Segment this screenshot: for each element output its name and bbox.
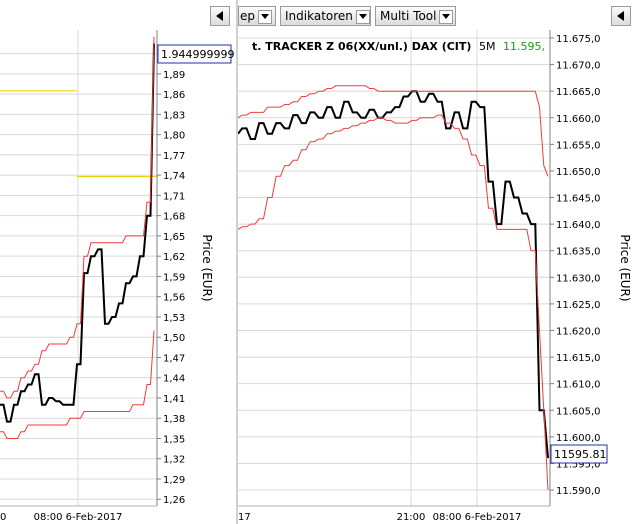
y-tick-label-1-15: 11.600,0 bbox=[556, 433, 601, 444]
right-last-value-label: 11595.81 bbox=[554, 448, 607, 461]
y-tick-label-0-8: 1,68 bbox=[163, 212, 185, 223]
y-tick-label-1-1: 11.670,0 bbox=[556, 61, 601, 72]
right-x-label-2: 08:00 6-Feb-2017 bbox=[433, 512, 522, 523]
y-tick-label-0-13: 1,53 bbox=[163, 313, 185, 324]
y-tick-label-1-16: 11.595,0 bbox=[556, 459, 601, 470]
y-tick-label-1-17: 11.590,0 bbox=[556, 486, 601, 497]
y-tick-label-0-18: 1,38 bbox=[163, 414, 185, 425]
y-tick-label-0-19: 1,35 bbox=[163, 434, 185, 445]
series-band-lower-1 bbox=[237, 114, 549, 491]
left-last-value-label: 1.944999999 bbox=[161, 48, 234, 61]
left-x-label-0: 0 bbox=[0, 512, 6, 523]
y-tick-label-0-11: 1,59 bbox=[163, 272, 185, 283]
y-tick-label-0-20: 1,32 bbox=[163, 455, 185, 466]
step-dropdown-label: ep bbox=[240, 9, 255, 23]
series-price-1 bbox=[237, 90, 549, 459]
series-price-0 bbox=[0, 43, 155, 423]
y-tick-label-0-2: 1,86 bbox=[163, 90, 185, 101]
indicators-dropdown[interactable]: Indikatoren bbox=[280, 6, 371, 26]
right-chart[interactable]: 11.675,0 11.670,0 11.665,0 11.660,0 11.655,0… bbox=[237, 30, 632, 523]
y-tick-label-1-13: 11.610,0 bbox=[556, 380, 601, 391]
y-tick-label-1-7: 11.640,0 bbox=[556, 220, 601, 231]
y-tick-label-1-3: 11.660,0 bbox=[556, 114, 601, 125]
y-tick-label-0-17: 1,41 bbox=[163, 394, 185, 405]
multitool-dropdown[interactable]: Multi Tool bbox=[375, 6, 456, 26]
y-tick-label-1-11: 11.620,0 bbox=[556, 326, 601, 337]
y-tick-label-1-5: 11.650,0 bbox=[556, 167, 601, 178]
chevron-down-icon bbox=[261, 13, 269, 19]
y-tick-label-1-0: 11.675,0 bbox=[556, 34, 601, 45]
right-plot-area bbox=[238, 30, 550, 506]
y-tick-label-0-6: 1,74 bbox=[163, 171, 185, 182]
pane-divider[interactable] bbox=[236, 0, 238, 524]
y-tick-label-1-6: 11.645,0 bbox=[556, 194, 601, 205]
series-band-upper-0 bbox=[0, 36, 155, 399]
indicators-dropdown-label: Indikatoren bbox=[285, 9, 353, 23]
y-tick-label-1-12: 11.615,0 bbox=[556, 353, 601, 364]
right-x-label-1: 21:00 bbox=[397, 512, 426, 523]
y-tick-label-0-21: 1,29 bbox=[163, 475, 185, 486]
right-x-label-0: 17 bbox=[238, 512, 251, 523]
step-dropdown[interactable]: ep bbox=[238, 6, 276, 26]
y-tick-label-0-4: 1,80 bbox=[163, 131, 185, 142]
y-tick-label-1-10: 11.625,0 bbox=[556, 300, 601, 311]
scroll-left-button[interactable] bbox=[210, 6, 230, 26]
y-tick-label-1-9: 11.630,0 bbox=[556, 273, 601, 284]
chevron-down-icon bbox=[442, 13, 451, 19]
arrow-left-icon bbox=[216, 11, 223, 21]
y-tick-label-0-22: 1,26 bbox=[163, 495, 185, 506]
y-tick-label-0-7: 1,71 bbox=[163, 191, 185, 202]
y-tick-label-0-10: 1,62 bbox=[163, 252, 185, 263]
series-band-lower-0 bbox=[0, 330, 155, 439]
y-tick-label-0-1: 1,89 bbox=[163, 70, 185, 81]
right-y-axis-label: Price (EUR) bbox=[618, 234, 632, 301]
multitool-dropdown-label: Multi Tool bbox=[380, 9, 437, 23]
y-tick-label-0-5: 1,77 bbox=[163, 151, 185, 162]
series-band-upper-1 bbox=[237, 85, 549, 177]
y-tick-label-1-14: 11.605,0 bbox=[556, 406, 601, 417]
right-last-value-box bbox=[550, 444, 608, 464]
last-price-text: 11.595, bbox=[503, 40, 545, 53]
left-y-axis-label: Price (EUR) bbox=[200, 234, 214, 301]
y-tick-label-1-4: 11.655,0 bbox=[556, 140, 601, 151]
interval-label[interactable]: 5M bbox=[479, 40, 496, 53]
y-tick-label-1-2: 11.665,0 bbox=[556, 87, 601, 98]
arrow-left-icon bbox=[617, 11, 624, 21]
right-chart-title: t. TRACKER Z 06(XX/unl.) DAX (CIT) bbox=[252, 40, 471, 53]
chevron-down-icon bbox=[358, 13, 367, 19]
y-tick-label-0-15: 1,47 bbox=[163, 353, 185, 364]
left-x-label-1: 08:00 6-Feb-2017 bbox=[34, 512, 123, 523]
y-tick-label-0-12: 1,56 bbox=[163, 293, 185, 304]
y-tick-label-0-16: 1,44 bbox=[163, 374, 185, 385]
y-tick-label-0-3: 1,83 bbox=[163, 110, 185, 121]
y-tick-label-1-8: 11.635,0 bbox=[556, 247, 601, 258]
y-tick-label-0-14: 1,50 bbox=[163, 333, 185, 344]
scroll-left-button-right[interactable] bbox=[611, 6, 631, 26]
left-chart[interactable]: 1,921,891,861,831,801,771,741,711,681,65… bbox=[0, 30, 234, 523]
y-tick-label-0-9: 1,65 bbox=[163, 232, 185, 243]
